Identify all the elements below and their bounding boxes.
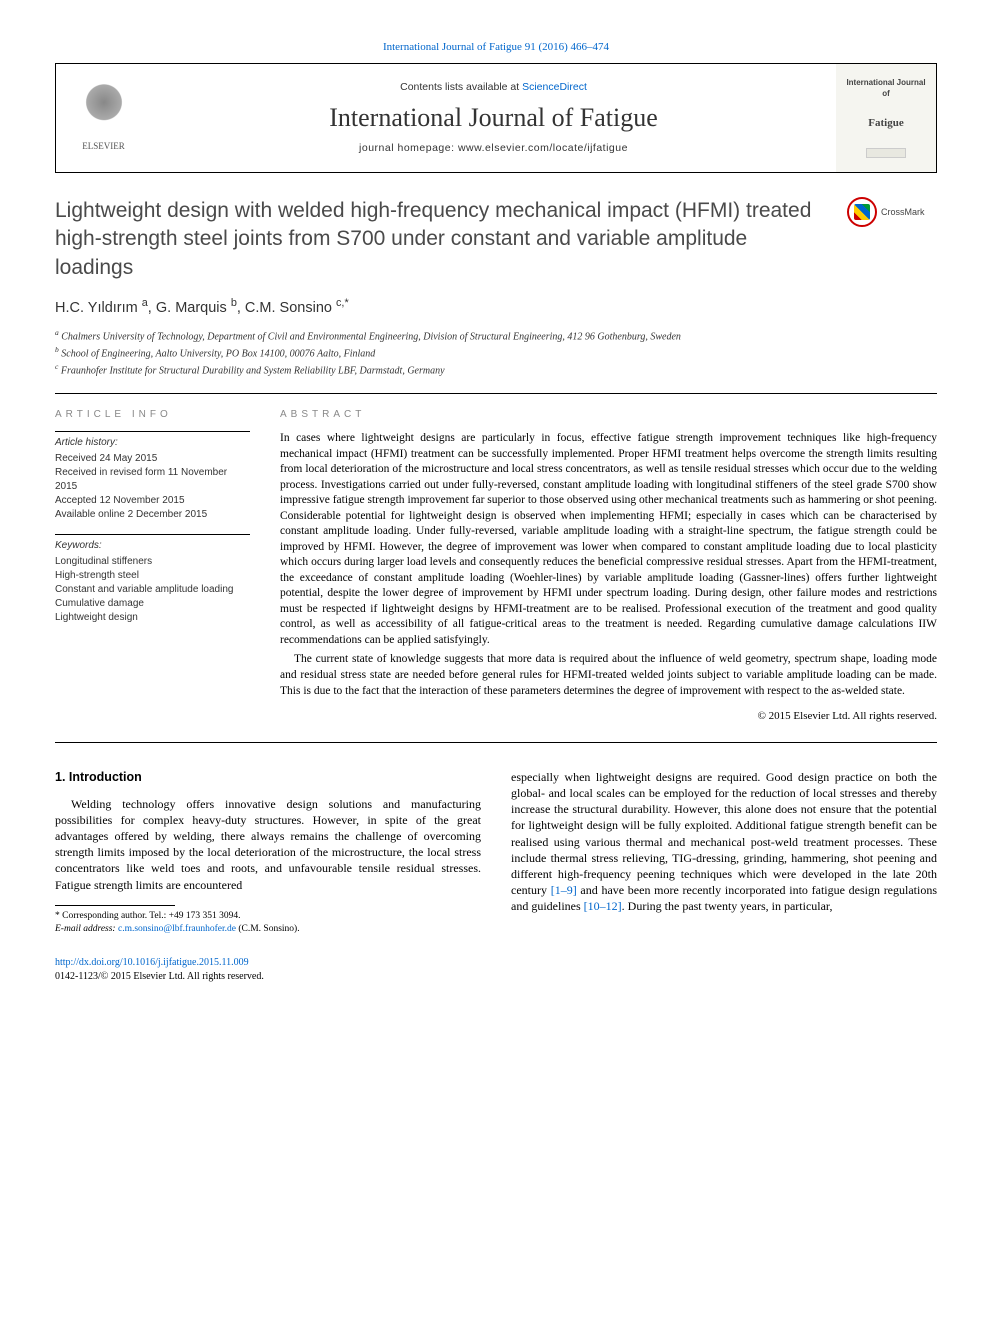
corresponding-author: * Corresponding author. Tel.: +49 173 35… [55, 910, 481, 923]
keyword: Constant and variable amplitude loading [55, 583, 250, 597]
affiliation: a Chalmers University of Technology, Dep… [55, 328, 937, 345]
author: H.C. Yıldırım a [55, 300, 148, 316]
crossmark-icon [847, 197, 877, 227]
abstract-paragraph: The current state of knowledge suggests … [280, 652, 937, 699]
page-footer-block: http://dx.doi.org/10.1016/j.ijfatigue.20… [55, 956, 937, 984]
keyword: Lightweight design [55, 611, 250, 625]
abstract-paragraph: In cases where lightweight designs are p… [280, 431, 937, 648]
cover-graphic-icon [866, 148, 906, 158]
citation-link[interactable]: [1–9] [551, 883, 577, 897]
journal-header: ELSEVIER Contents lists available at Sci… [55, 63, 937, 173]
history-item: Accepted 12 November 2015 [55, 494, 250, 508]
author: G. Marquis b [156, 300, 237, 316]
journal-cover-thumb: International Journal of Fatigue [836, 64, 936, 172]
elsevier-logo: ELSEVIER [79, 83, 129, 152]
author-email-link[interactable]: c.m.sonsino@lbf.fraunhofer.de [118, 924, 236, 934]
cover-top-line: International Journal of [842, 78, 930, 100]
crossmark-badge[interactable]: CrossMark [847, 197, 937, 227]
authors-line: H.C. Yıldırım a, G. Marquis b, C.M. Sons… [55, 296, 937, 318]
body-paragraph: Welding technology offers innovative des… [55, 796, 481, 893]
issn-copyright: 0142-1123/© 2015 Elsevier Ltd. All right… [55, 970, 937, 984]
doi-link[interactable]: http://dx.doi.org/10.1016/j.ijfatigue.20… [55, 957, 249, 968]
journal-header-center: Contents lists available at ScienceDirec… [151, 64, 836, 172]
publisher-name: ELSEVIER [79, 140, 129, 152]
history-item: Received in revised form 11 November 201… [55, 466, 250, 494]
affiliations: a Chalmers University of Technology, Dep… [55, 328, 937, 378]
body-paragraph: especially when lightweight designs are … [511, 769, 937, 915]
journal-reference-link[interactable]: International Journal of Fatigue 91 (201… [383, 41, 609, 53]
history-item: Available online 2 December 2015 [55, 508, 250, 522]
info-abstract-row: article info Article history: Received 2… [55, 393, 937, 743]
abstract-column: abstract In cases where lightweight desi… [280, 408, 937, 724]
sciencedirect-link[interactable]: ScienceDirect [522, 81, 587, 93]
journal-homepage-line: journal homepage: www.elsevier.com/locat… [151, 141, 836, 155]
abstract-heading: abstract [280, 408, 937, 422]
journal-reference-line: International Journal of Fatigue 91 (201… [55, 40, 937, 55]
publisher-logo-cell: ELSEVIER [56, 64, 151, 172]
footnotes: * Corresponding author. Tel.: +49 173 35… [55, 910, 481, 937]
journal-homepage-url: www.elsevier.com/locate/ijfatigue [458, 142, 628, 154]
section-heading: 1. Introduction [55, 769, 481, 786]
article-title: Lightweight design with welded high-freq… [55, 197, 827, 282]
history-heading: Article history: [55, 431, 250, 450]
article-info-heading: article info [55, 408, 250, 422]
author: C.M. Sonsino c,* [245, 300, 349, 316]
cover-title: Fatigue [868, 116, 903, 131]
keyword: Longitudinal stiffeners [55, 555, 250, 569]
elsevier-tree-icon [79, 83, 129, 138]
keyword: High-strength steel [55, 569, 250, 583]
article-info-column: article info Article history: Received 2… [55, 408, 250, 724]
history-item: Received 24 May 2015 [55, 452, 250, 466]
contents-available-line: Contents lists available at ScienceDirec… [151, 80, 836, 94]
affiliation: c Fraunhofer Institute for Structural Du… [55, 362, 937, 379]
keyword: Cumulative damage [55, 597, 250, 611]
journal-name: International Journal of Fatigue [151, 100, 836, 135]
affiliation: b School of Engineering, Aalto Universit… [55, 345, 937, 362]
email-line: E-mail address: c.m.sonsino@lbf.fraunhof… [55, 923, 481, 936]
keywords-heading: Keywords: [55, 534, 250, 553]
abstract-copyright: © 2015 Elsevier Ltd. All rights reserved… [280, 709, 937, 724]
citation-link[interactable]: [10–12] [584, 899, 622, 913]
body-columns: 1. Introduction Welding technology offer… [55, 769, 937, 937]
footnote-rule [55, 905, 175, 906]
crossmark-label: CrossMark [881, 206, 925, 218]
